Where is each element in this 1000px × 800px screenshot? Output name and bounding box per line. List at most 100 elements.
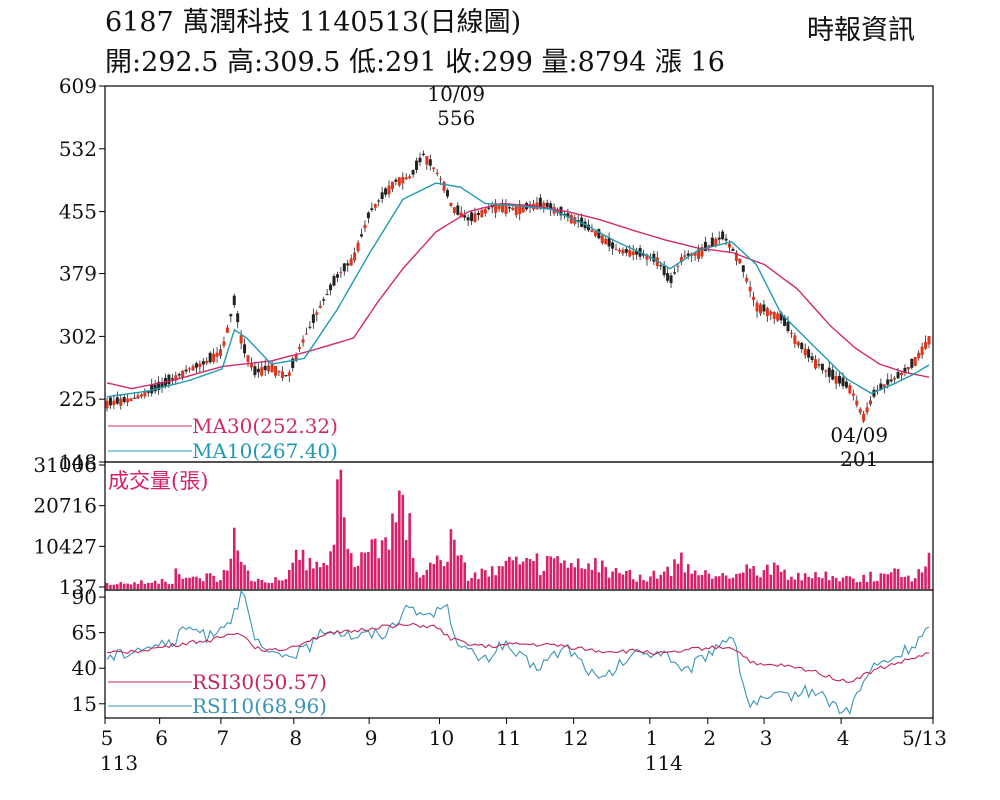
candle-body xyxy=(731,248,735,251)
volume-bar xyxy=(669,576,673,589)
volume-bar xyxy=(680,552,683,589)
candle-body xyxy=(332,276,336,286)
candle-body xyxy=(177,373,181,376)
volume-bar xyxy=(649,576,652,589)
candle-body xyxy=(917,352,921,359)
volume-bar xyxy=(195,576,198,589)
volume-bar xyxy=(164,581,167,589)
candle-body xyxy=(119,398,123,406)
candle-body xyxy=(834,376,838,384)
volume-bar xyxy=(122,583,126,589)
candle-body xyxy=(648,257,652,259)
volume-bar xyxy=(556,556,559,589)
x-axis-month-label: 6 xyxy=(155,726,168,750)
candle-body xyxy=(133,397,137,399)
candle-body xyxy=(415,160,419,170)
candle-body xyxy=(401,176,405,184)
x-axis-month-label: 11 xyxy=(496,726,521,750)
candle-body xyxy=(707,245,711,247)
ma30-line xyxy=(106,202,930,390)
candle-body xyxy=(899,372,903,376)
volume-bar xyxy=(394,522,398,589)
candle-body xyxy=(377,200,381,202)
volume-bar xyxy=(109,584,112,589)
volume-bar xyxy=(766,564,769,589)
volume-bar xyxy=(779,571,783,589)
candle-body xyxy=(112,400,116,405)
candle-body xyxy=(697,249,701,259)
volume-bar xyxy=(662,571,666,589)
rsi-y-tick-label: 15 xyxy=(72,692,97,716)
volume-bar xyxy=(435,555,439,589)
volume-bar xyxy=(188,577,191,589)
volume-bar xyxy=(810,578,814,589)
candle-body xyxy=(425,156,429,165)
candle-body xyxy=(869,400,873,405)
volume-bar xyxy=(714,576,718,589)
volume-bar xyxy=(401,494,405,589)
candle-body xyxy=(838,375,842,384)
volume-bar xyxy=(655,578,659,589)
candle-body xyxy=(872,389,876,397)
candle-body xyxy=(466,217,470,221)
candle-body xyxy=(225,327,229,333)
volume-bar xyxy=(298,559,301,589)
volume-bar xyxy=(549,556,552,589)
volume-bar xyxy=(717,576,721,589)
candle-body xyxy=(181,370,185,378)
candle-body xyxy=(693,252,697,256)
volume-bar xyxy=(508,556,511,589)
volume-bar xyxy=(198,578,202,589)
volume-bar xyxy=(642,580,645,589)
volume-bar xyxy=(666,566,669,589)
volume-bar xyxy=(380,540,384,589)
candle-body xyxy=(494,202,498,213)
volume-bar xyxy=(398,490,401,589)
candle-body xyxy=(256,368,260,373)
candle-body xyxy=(329,284,333,291)
volume-bar xyxy=(246,570,250,589)
volume-bar xyxy=(614,567,618,589)
candle-body xyxy=(504,204,508,215)
candle-body xyxy=(115,397,119,404)
volume-bar xyxy=(363,552,367,589)
volume-bar xyxy=(129,584,133,589)
volume-bar xyxy=(404,539,408,589)
candle-body xyxy=(676,265,680,267)
volume-bar xyxy=(748,568,752,589)
candle-body xyxy=(566,213,570,218)
candle-body xyxy=(456,205,460,215)
volume-bar xyxy=(157,583,160,589)
candle-body xyxy=(212,353,216,362)
candle-body xyxy=(617,249,621,252)
volume-bar xyxy=(284,579,288,589)
candle-body xyxy=(755,302,759,312)
candle-body xyxy=(703,241,707,252)
volume-bar xyxy=(576,558,580,589)
candle-body xyxy=(521,205,525,213)
candle-body xyxy=(549,203,553,210)
source-label: 時報資訊 xyxy=(807,16,915,46)
candle-body xyxy=(635,250,639,255)
candle-body xyxy=(129,398,133,401)
volume-bar xyxy=(177,574,181,589)
candle-body xyxy=(652,253,656,262)
volume-bar xyxy=(827,580,831,589)
candle-body xyxy=(353,252,357,261)
volume-bar xyxy=(676,563,680,589)
candle-body xyxy=(349,258,353,266)
candle-body xyxy=(851,393,855,396)
candle-body xyxy=(786,321,790,332)
high-value: 309.5 xyxy=(263,47,341,78)
volume-bar xyxy=(339,469,343,589)
volume-bar xyxy=(136,583,140,589)
candle-body xyxy=(621,249,625,254)
volume-bar xyxy=(852,578,855,589)
candle-body xyxy=(913,357,917,366)
candle-body xyxy=(421,153,425,156)
candle-body xyxy=(373,203,377,208)
volume-bar xyxy=(817,577,821,589)
volume-bar xyxy=(893,568,896,589)
volume-bar xyxy=(126,583,129,589)
